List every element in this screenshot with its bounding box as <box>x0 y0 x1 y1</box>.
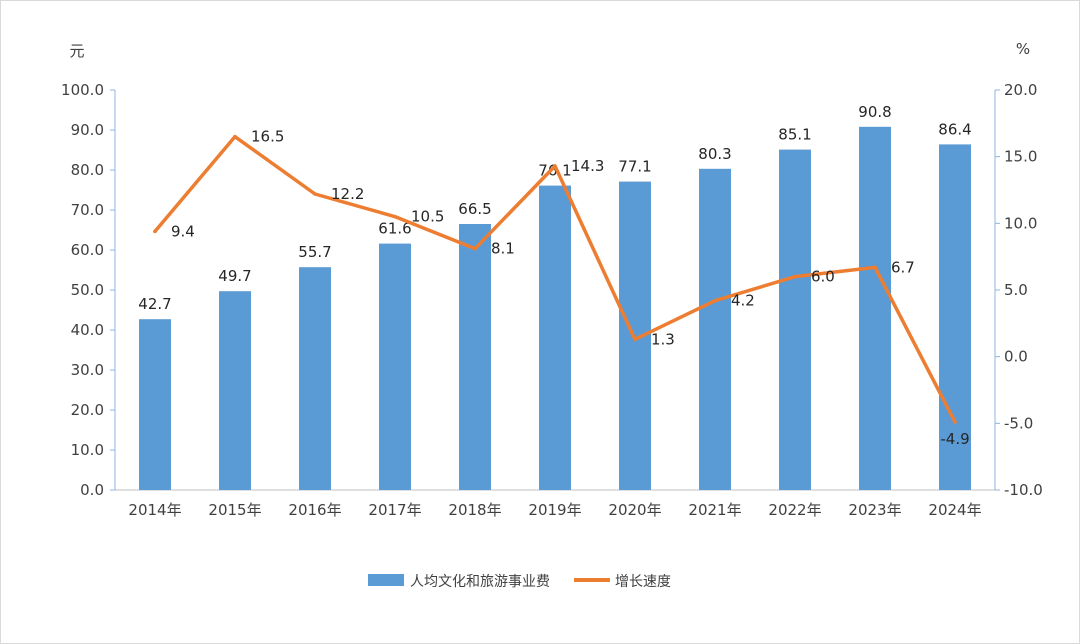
left-axis-tick-label: 80.0 <box>71 161 104 179</box>
left-axis-tick-label: 30.0 <box>71 361 104 379</box>
x-axis-tick-label: 2023年 <box>848 501 901 519</box>
x-axis-tick-label: 2015年 <box>208 501 261 519</box>
x-axis-tick-label: 2017年 <box>368 501 421 519</box>
line-point <box>793 274 797 279</box>
right-axis-tick-label: 15.0 <box>1004 148 1037 166</box>
line-data-label: 10.5 <box>411 208 444 226</box>
left-axis-tick-label: 100.0 <box>61 81 104 99</box>
bar <box>379 243 411 490</box>
bar-data-label: 80.3 <box>698 145 731 163</box>
bar-data-label: 49.7 <box>218 267 251 285</box>
x-axis-tick-label: 2018年 <box>448 501 501 519</box>
line-data-labels: 9.4 16.5 12.2 10.5 8.1 14.3 1.3 4.2 6.0 6.7 -4.9 <box>171 128 970 448</box>
right-y-axis: -10.0 -5.0 0.0 5.0 10.0 15.0 20.0 <box>994 81 1043 499</box>
x-axis-tick-label: 2014年 <box>128 501 181 519</box>
x-axis-tick-label: 2020年 <box>608 501 661 519</box>
line-series <box>153 134 957 424</box>
line-point <box>313 192 317 196</box>
bar <box>779 149 811 490</box>
line-point <box>553 164 557 168</box>
line-point <box>953 420 957 424</box>
bar-data-label: 86.4 <box>938 120 971 138</box>
line-point <box>233 134 237 139</box>
bar <box>459 224 491 490</box>
legend-swatch-bar <box>368 574 404 586</box>
x-axis-tick-label: 2022年 <box>768 501 821 519</box>
right-axis-tick-label: 0.0 <box>1004 348 1028 366</box>
bar-data-label: 85.1 <box>778 126 811 144</box>
x-axis-tick-label: 2019年 <box>528 501 581 519</box>
line-point <box>873 265 877 270</box>
right-axis-tick-label: 5.0 <box>1004 281 1028 299</box>
line-data-label: 12.2 <box>331 185 364 203</box>
x-axis: 2014年 2015年 2016年 2017年 2018年 2019年 2020年 2021年… <box>115 489 995 519</box>
bar-data-label: 42.7 <box>138 295 171 313</box>
bar <box>859 126 891 491</box>
bar <box>219 291 251 490</box>
left-axis-tick-label: 20.0 <box>71 401 104 419</box>
line-data-label: 6.0 <box>811 268 835 286</box>
line-point <box>713 298 717 303</box>
left-axis-tick-label: 40.0 <box>71 321 104 339</box>
bar-data-label: 66.5 <box>458 200 491 218</box>
line-point <box>633 337 637 342</box>
line-data-label: 16.5 <box>251 128 284 146</box>
legend-label-line: 增长速度 <box>615 574 671 590</box>
x-axis-tick-label: 2024年 <box>928 501 981 519</box>
bar-series <box>139 126 971 491</box>
bar-data-label: 61.6 <box>378 220 411 238</box>
bar-data-labels: 42.749.755.761.666.576.1 77.180.385.190.8… <box>138 103 971 313</box>
bar <box>299 267 331 490</box>
legend: 人均文化和旅游事业费 增长速度 <box>368 574 671 590</box>
x-axis-tick-label: 2016年 <box>288 501 341 519</box>
left-y-axis: 0.0 10.0 20.0 30.0 40.0 50.0 60.0 70.0 80.0 90.0 1… <box>61 81 116 499</box>
left-axis-tick-label: 70.0 <box>71 201 104 219</box>
line-data-label: -4.9 <box>940 430 969 448</box>
left-axis-tick-label: 0.0 <box>80 481 104 499</box>
line-data-label: 6.7 <box>891 258 915 276</box>
bar-data-label: 77.1 <box>618 158 651 176</box>
bar <box>939 144 971 490</box>
line-data-label: 8.1 <box>491 240 515 258</box>
bar-data-label: 55.7 <box>298 243 331 261</box>
bar <box>539 185 571 490</box>
left-axis-tick-label: 50.0 <box>71 281 104 299</box>
right-axis-tick-label: -5.0 <box>1004 414 1033 432</box>
bar <box>699 168 731 491</box>
line-point <box>393 214 397 219</box>
right-axis-unit: % <box>1016 40 1030 58</box>
line-data-label: 1.3 <box>651 330 675 348</box>
line-point <box>473 246 477 251</box>
left-axis-tick-label: 60.0 <box>71 241 104 259</box>
right-axis-tick-label: -10.0 <box>1004 481 1043 499</box>
line-data-label: 14.3 <box>571 157 604 175</box>
bar <box>139 319 171 490</box>
left-axis-tick-label: 90.0 <box>71 121 104 139</box>
line-data-label: 9.4 <box>171 222 195 240</box>
line-data-label: 4.2 <box>731 292 755 310</box>
left-axis-unit: 元 <box>69 42 84 60</box>
right-axis-tick-label: 10.0 <box>1004 214 1037 232</box>
x-axis-tick-label: 2021年 <box>688 501 741 519</box>
line-point <box>153 229 157 234</box>
legend-label-bar: 人均文化和旅游事业费 <box>410 574 550 590</box>
right-axis-tick-label: 20.0 <box>1004 81 1037 99</box>
bar-data-label: 90.8 <box>858 103 891 121</box>
left-axis-tick-label: 10.0 <box>71 441 104 459</box>
